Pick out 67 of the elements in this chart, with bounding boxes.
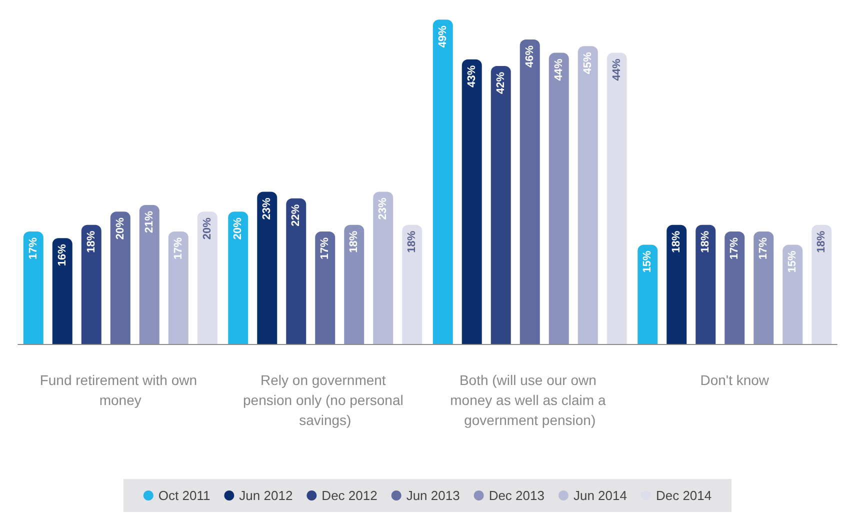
bar: [462, 59, 482, 344]
bar: [197, 212, 218, 344]
data-label: 18%: [406, 230, 418, 253]
bar: [812, 224, 832, 344]
legend-label: Dec 2014: [656, 488, 712, 503]
data-label: 45%: [582, 52, 594, 74]
bar: [402, 224, 422, 344]
data-label: 49%: [436, 25, 449, 48]
data-label: 20%: [201, 217, 214, 240]
data-label: 18%: [348, 230, 360, 253]
legend-label: Jun 2013: [406, 488, 460, 503]
data-label: 21%: [143, 210, 156, 234]
data-label: 46%: [524, 45, 536, 68]
bar: [257, 192, 278, 344]
data-label: 15%: [642, 250, 654, 273]
legend-label: Dec 2012: [322, 488, 378, 503]
bar: [344, 224, 364, 344]
bar: [696, 224, 716, 344]
data-label: 18%: [670, 230, 683, 253]
bar: [168, 231, 188, 344]
x-tick-label: Rely on government pension only (no personal savings): [243, 372, 408, 428]
legend-label: Jun 2014: [573, 488, 627, 503]
data-label: 20%: [232, 217, 244, 240]
legend-label: Dec 2013: [488, 488, 544, 503]
data-label: 18%: [700, 230, 712, 253]
bar: [666, 224, 687, 344]
data-label: 23%: [261, 198, 274, 220]
bar: [110, 212, 130, 344]
bar: [52, 238, 72, 344]
data-label: 43%: [466, 65, 478, 88]
data-label: 22%: [290, 204, 302, 226]
bar: [490, 66, 511, 344]
x-tick-label: Both (will use our own money as well as claim a government pension): [450, 372, 610, 428]
data-label: 44%: [610, 58, 623, 81]
bar: [23, 231, 44, 344]
bar: [81, 224, 102, 344]
data-label: 17%: [728, 237, 741, 260]
legend-label: Oct 2011: [158, 488, 210, 503]
data-label: 42%: [494, 72, 507, 94]
bar: [315, 231, 336, 344]
bar: [606, 52, 627, 344]
bar: [548, 52, 569, 344]
data-label: 15%: [786, 250, 799, 273]
data-label: 17%: [319, 237, 332, 260]
data-label: 20%: [114, 217, 126, 240]
bar: [286, 198, 306, 344]
bar: [782, 244, 803, 344]
x-tick-label: Don't know: [700, 372, 770, 388]
data-label: 16%: [56, 244, 68, 266]
data-label: 17%: [172, 237, 184, 260]
legend-label: Jun 2012: [239, 488, 293, 503]
data-label: 18%: [816, 230, 828, 253]
data-label: 18%: [85, 230, 98, 253]
bar: [578, 46, 598, 344]
x-tick-label: Fund retirement with own money: [40, 372, 201, 408]
data-label: 17%: [758, 237, 770, 260]
bar: [638, 244, 658, 344]
data-label: 44%: [552, 58, 565, 81]
bar: [724, 231, 745, 344]
bar: [432, 20, 453, 344]
bar: [139, 204, 160, 344]
bar: [373, 192, 394, 344]
bar: [754, 231, 774, 344]
data-label: 23%: [377, 198, 390, 220]
bar: [228, 212, 248, 344]
bar: [520, 39, 540, 344]
data-label: 17%: [27, 237, 40, 260]
